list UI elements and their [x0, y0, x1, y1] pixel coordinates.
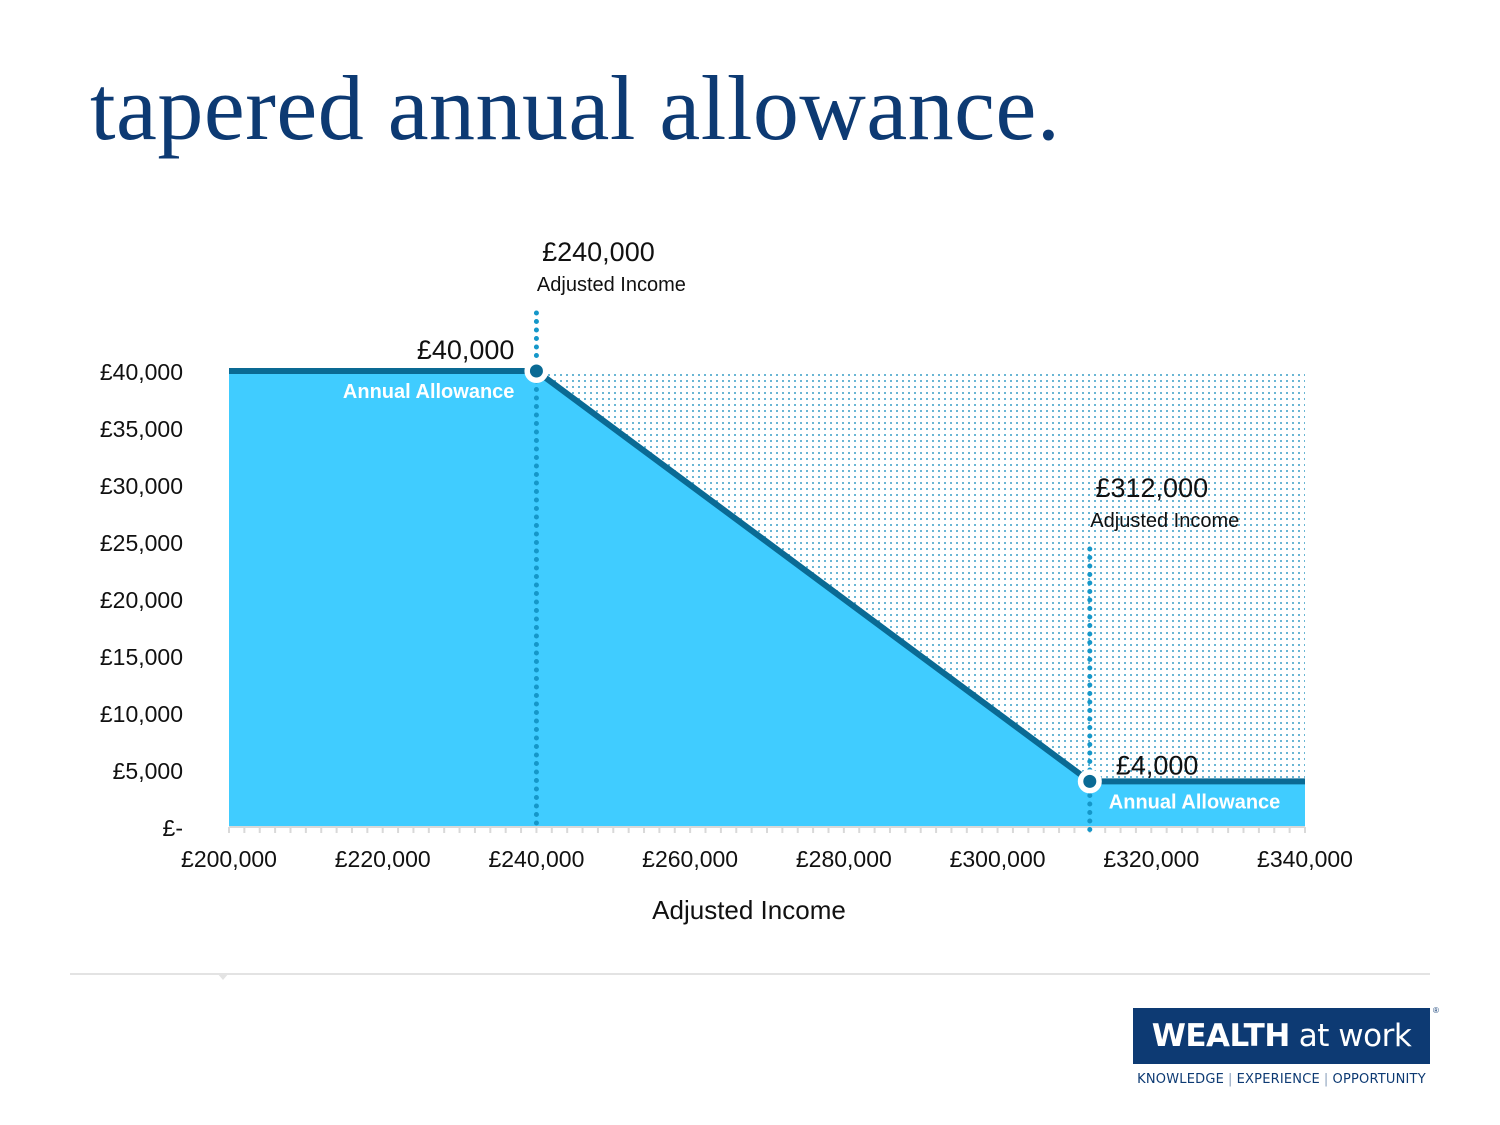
- y-tick-label: £25,000: [100, 530, 183, 556]
- x-tick-label: £340,000: [1257, 846, 1353, 872]
- registered-mark: ®: [1433, 1006, 1439, 1015]
- y-tick-label: £10,000: [100, 701, 183, 727]
- reference-line-sub-label: Adjusted Income: [537, 274, 686, 296]
- x-tick-label: £200,000: [181, 846, 277, 872]
- area-fill: [229, 371, 1305, 827]
- y-tick-label: £30,000: [100, 473, 183, 499]
- logo-wordmark-light: at work: [1298, 1018, 1412, 1054]
- reference-line-sub-label: Adjusted Income: [1090, 510, 1239, 532]
- tagline-knowledge: KNOWLEDGE: [1137, 1072, 1225, 1087]
- marker-sub-label: Annual Allowance: [1109, 791, 1281, 813]
- page-title: tapered annual allowance.: [90, 57, 1061, 159]
- marker-value-label: £4,000: [1116, 750, 1199, 780]
- marker-dot: [529, 364, 543, 378]
- reference-line-value-label: £240,000: [542, 237, 655, 267]
- tagline-opportunity: OPPORTUNITY: [1332, 1072, 1426, 1087]
- wealth-at-work-logo: WEALTH at work: [1133, 1008, 1430, 1064]
- x-tick-label: £240,000: [488, 846, 584, 872]
- tagline-experience: EXPERIENCE: [1236, 1072, 1320, 1087]
- y-tick-label: £20,000: [100, 587, 183, 613]
- footer-divider: [70, 973, 1430, 975]
- x-tick-label: £300,000: [950, 846, 1046, 872]
- series-line: [229, 368, 1305, 785]
- x-tick-label: £280,000: [796, 846, 892, 872]
- divider-notch: [217, 973, 229, 980]
- tapered-allowance-chart: £200,000 £220,000 £240,000 £260,000 £280,000…: [100, 237, 1353, 925]
- y-tick-label: £-: [163, 815, 183, 841]
- marker-value-label: £40,000: [417, 335, 515, 365]
- logo-tagline: KNOWLEDGE | EXPERIENCE | OPPORTUNITY: [1137, 1072, 1426, 1087]
- x-axis-title: Adjusted Income: [652, 895, 846, 925]
- y-tick-label: £40,000: [100, 359, 183, 385]
- y-tick-label: £5,000: [113, 758, 183, 784]
- x-tick-label: £220,000: [335, 846, 431, 872]
- logo-wordmark-bold: WEALTH: [1151, 1018, 1291, 1054]
- y-tick-label: £35,000: [100, 416, 183, 442]
- marker-dot: [1083, 774, 1097, 788]
- y-tick-label: £15,000: [100, 644, 183, 670]
- x-tick-label: £320,000: [1103, 846, 1199, 872]
- reference-line-value-label: £312,000: [1095, 473, 1208, 503]
- x-tick-label: £260,000: [642, 846, 738, 872]
- marker-sub-label: Annual Allowance: [343, 381, 515, 403]
